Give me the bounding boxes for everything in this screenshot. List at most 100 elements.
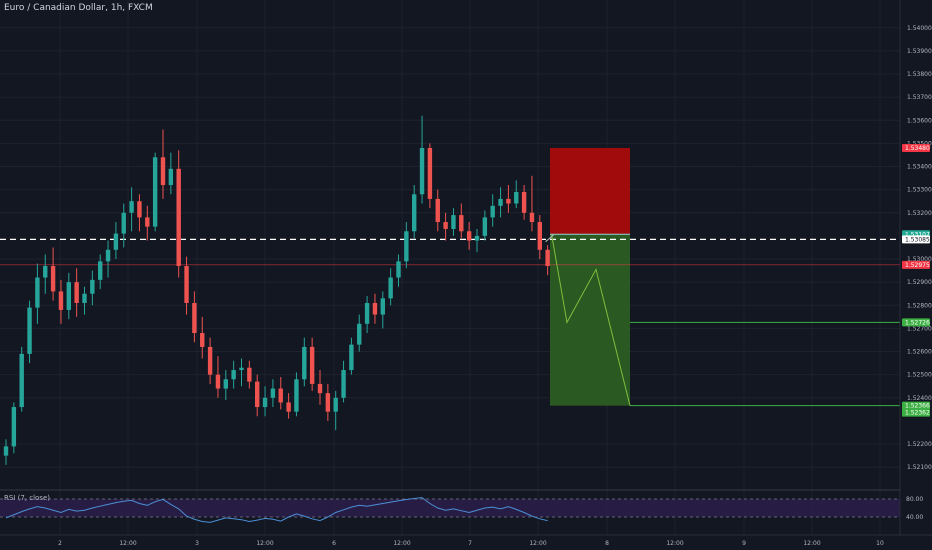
candle[interactable] <box>58 279 64 324</box>
projection-path[interactable] <box>545 234 631 406</box>
candle[interactable] <box>262 386 268 417</box>
candle[interactable] <box>145 205 150 241</box>
price-tick-label: 1.53300 <box>907 187 932 194</box>
candle[interactable] <box>482 210 488 241</box>
candle[interactable] <box>498 187 503 218</box>
candle[interactable] <box>98 254 103 290</box>
candle[interactable] <box>35 263 40 324</box>
candle[interactable] <box>396 254 401 287</box>
candle[interactable] <box>137 194 142 232</box>
candle-body <box>98 261 103 280</box>
candle-body <box>317 383 323 394</box>
price-tag-bg <box>902 235 930 244</box>
candle[interactable] <box>129 187 134 232</box>
price-axis[interactable]: 1.54000 1.53900 1.53800 1.53700 1.53600 1.535… <box>899 0 932 535</box>
candle[interactable] <box>160 129 166 199</box>
candle[interactable] <box>443 212 448 241</box>
candle[interactable] <box>474 228 480 253</box>
candle[interactable] <box>239 358 244 387</box>
candle[interactable] <box>380 291 385 329</box>
time-tick-label: 9 <box>742 540 746 547</box>
candle[interactable] <box>50 247 56 301</box>
candle[interactable] <box>82 286 87 315</box>
candle[interactable] <box>184 256 189 315</box>
candle[interactable] <box>27 300 32 364</box>
candle[interactable] <box>459 203 464 239</box>
price-tag[interactable]: 1.52975 <box>902 260 930 269</box>
candle[interactable] <box>200 316 205 359</box>
candle[interactable] <box>192 291 197 343</box>
candle[interactable] <box>349 337 354 375</box>
candle[interactable] <box>521 185 527 220</box>
position-zones[interactable] <box>550 148 630 406</box>
projection-line[interactable] <box>551 234 631 406</box>
candle[interactable] <box>113 222 119 260</box>
candle[interactable] <box>341 360 346 403</box>
candle-body <box>396 261 401 278</box>
candle[interactable] <box>451 208 456 236</box>
rsi-line[interactable] <box>5 497 548 523</box>
candle[interactable] <box>231 360 236 389</box>
candle-body <box>11 407 17 447</box>
candle[interactable] <box>427 143 433 209</box>
candle[interactable] <box>74 268 79 317</box>
candle[interactable] <box>357 314 362 352</box>
candle[interactable] <box>466 222 472 250</box>
time-tick-label: 10 <box>876 540 884 547</box>
candle[interactable] <box>278 376 283 410</box>
candle[interactable] <box>435 189 440 232</box>
candle[interactable] <box>286 393 291 419</box>
candle[interactable] <box>302 337 307 387</box>
stop-loss-zone[interactable] <box>550 148 630 235</box>
candle[interactable] <box>317 370 323 405</box>
candle[interactable] <box>223 370 228 401</box>
candle-body <box>270 388 276 398</box>
candles[interactable] <box>3 115 550 465</box>
candle-body <box>239 367 244 371</box>
candle[interactable] <box>121 203 126 248</box>
candle[interactable] <box>152 152 158 232</box>
candle[interactable] <box>3 439 9 465</box>
price-tag[interactable]: 1.52366 <box>902 401 930 410</box>
candle[interactable] <box>247 360 252 389</box>
candle[interactable] <box>404 222 409 269</box>
price-tag[interactable]: 1.52726 <box>902 318 930 327</box>
candle[interactable] <box>176 150 181 278</box>
candle[interactable] <box>372 293 378 324</box>
candle[interactable] <box>388 268 393 306</box>
price-tag[interactable]: 1.52362 <box>902 408 930 417</box>
candle[interactable] <box>215 356 221 398</box>
candle[interactable] <box>43 254 48 294</box>
candle[interactable] <box>294 372 299 417</box>
candle[interactable] <box>325 383 331 421</box>
candle-body <box>184 265 189 303</box>
candle[interactable] <box>514 180 519 209</box>
candle[interactable] <box>105 240 111 278</box>
take-profit-zone[interactable] <box>550 234 630 406</box>
candle[interactable] <box>270 379 276 408</box>
candle[interactable] <box>255 374 260 417</box>
time-axis[interactable]: 2 12:00 3 12:00 6 12:00 7 12:00 8 12:00 9 12:00 10 <box>0 534 932 547</box>
candle[interactable] <box>419 115 425 204</box>
candle[interactable] <box>207 337 213 384</box>
candle[interactable] <box>364 296 370 334</box>
candle[interactable] <box>412 185 417 239</box>
candle[interactable] <box>11 402 17 454</box>
candle-body <box>521 191 527 213</box>
time-tick-label: 12:00 <box>803 540 820 547</box>
candle[interactable] <box>66 272 71 320</box>
candle[interactable] <box>333 390 338 431</box>
candle[interactable] <box>19 346 24 412</box>
rsi-pane[interactable]: 80.00 40.00 <box>0 489 923 523</box>
candle[interactable] <box>537 215 542 260</box>
candle[interactable] <box>529 175 535 232</box>
price-tag[interactable]: 1.53085 <box>902 235 930 244</box>
candle[interactable] <box>168 152 174 195</box>
candle[interactable] <box>309 337 315 391</box>
candle[interactable] <box>506 185 511 213</box>
candle[interactable] <box>90 270 95 306</box>
candle[interactable] <box>490 194 495 227</box>
candle[interactable] <box>545 245 550 276</box>
price-tag[interactable]: 1.53480 <box>902 144 930 153</box>
